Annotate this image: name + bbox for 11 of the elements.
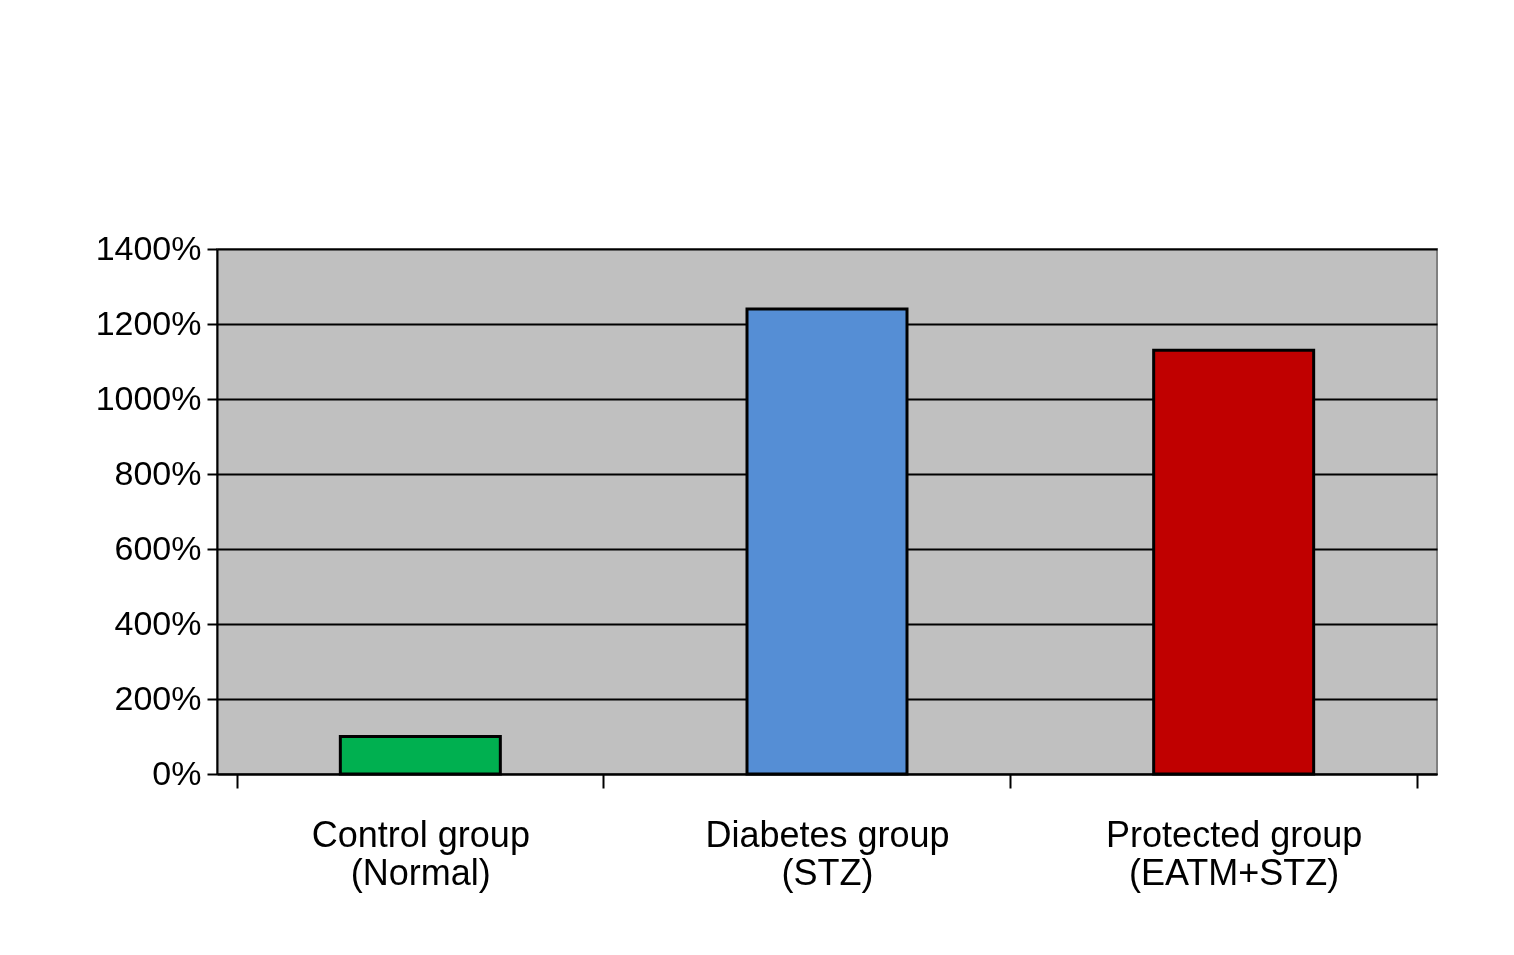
y-tick-label: 400% xyxy=(114,603,202,642)
y-tick-label: 1000% xyxy=(95,378,202,417)
y-tick-label: 1200% xyxy=(95,303,202,342)
y-tick-label: 600% xyxy=(114,528,202,567)
y-tick-label: 200% xyxy=(114,678,202,717)
x-tick-label: Control group (Normal) xyxy=(311,813,530,893)
y-tick-label: 0% xyxy=(152,753,202,792)
y-tick-label: 800% xyxy=(114,453,202,492)
x-tick-label: Protected group (EATM+STZ) xyxy=(1106,813,1363,893)
y-tick-label: 1400% xyxy=(95,228,202,267)
x-tick-label: Diabetes group (STZ) xyxy=(705,813,950,893)
